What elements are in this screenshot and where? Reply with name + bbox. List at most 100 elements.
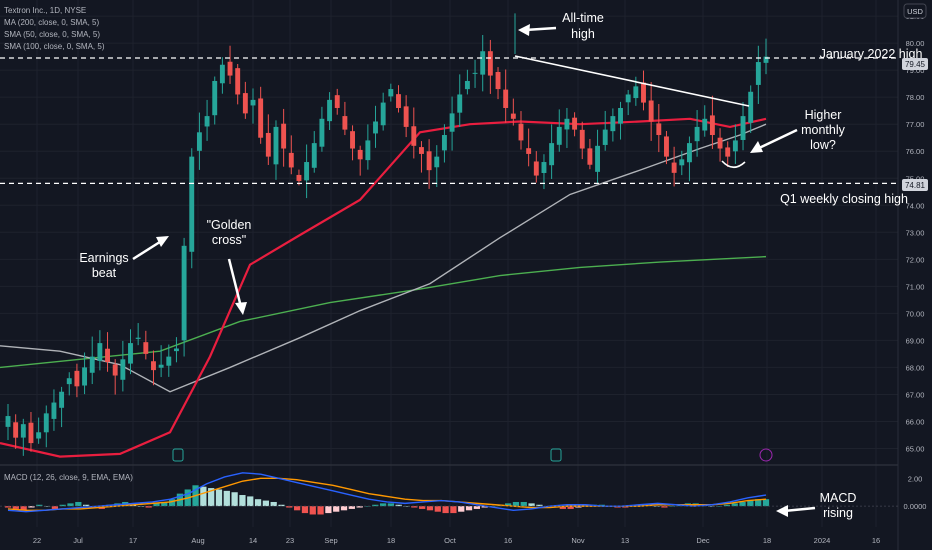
macd-histogram-bar [262, 500, 270, 507]
candle-body [128, 343, 133, 364]
candle-body [89, 356, 95, 373]
candle-body [319, 118, 325, 147]
arrow-earnings-beat [132, 236, 169, 261]
macd-histogram-bar [356, 506, 363, 508]
macd-tick-label: 2.00 [908, 474, 923, 483]
time-axis[interactable]: 22 Jul 17 Aug 14 23 Sep 18 Oct 16 Nov 13 Dec 18 2024 16 [33, 536, 880, 545]
price-tick-label: 70.00 [906, 309, 925, 318]
candle-body [166, 356, 172, 366]
moving-average-lines [0, 117, 767, 458]
candle-body [204, 116, 210, 127]
macd-histogram-bar [481, 506, 488, 508]
label-q1-weekly-closing-high: Q1 weekly closing high [780, 192, 908, 206]
macd-histogram-bar [200, 486, 207, 507]
horizontal-levels [0, 57, 898, 185]
macd-histogram-bar [231, 492, 238, 507]
candle-body [20, 424, 26, 438]
macd-histogram-bar [333, 506, 340, 512]
macd-signal-line [7, 477, 767, 512]
candle-body [656, 123, 662, 136]
macd-histogram-bar [512, 501, 520, 507]
candle-body [572, 117, 578, 130]
time-tick-label: 23 [286, 536, 294, 545]
macd-histogram-bar [465, 506, 473, 511]
time-tick-label: 16 [504, 536, 512, 545]
candle-body [189, 156, 195, 252]
candle-body [541, 162, 547, 173]
price-tag-lower: 74.81 [902, 179, 928, 191]
currency-button[interactable]: USD [903, 3, 927, 19]
label-higher-2: monthly [801, 123, 846, 137]
candle-body [419, 147, 424, 154]
candle-body [449, 113, 455, 132]
time-tick-label: 14 [249, 536, 257, 545]
price-tick-label: 79.00 [906, 66, 925, 75]
candle-body [304, 162, 310, 181]
macd-histogram-bar [442, 506, 449, 514]
candle-body [755, 62, 761, 85]
price-tick-label: 67.00 [906, 390, 925, 399]
price-tick-label: 69.00 [906, 336, 925, 345]
macd-histogram-bar [458, 506, 465, 512]
candle-body [311, 143, 317, 168]
macd-histogram-bar [348, 506, 355, 509]
price-axis[interactable]: 81.0080.0079.0078.0077.0076.0075.0074.00… [904, 12, 927, 511]
annotations [132, 24, 816, 517]
indicator-ma200: MA (200, close, 0, SMA, 5) [4, 18, 99, 27]
macd-histogram-bar [67, 503, 74, 507]
macd-histogram-bar [364, 506, 371, 507]
candle-body [495, 71, 501, 90]
macd-histogram-bar [426, 506, 434, 511]
macd-histogram-bar [168, 499, 176, 507]
candle-body [327, 99, 333, 122]
macd-histogram-bar [325, 506, 332, 514]
macd-histogram-bar [294, 506, 301, 511]
candle-body [396, 94, 401, 108]
candle-body [702, 118, 708, 131]
macd-histogram-bar [536, 504, 543, 507]
time-tick-label: 18 [763, 536, 771, 545]
candle-body [526, 148, 532, 154]
macd-histogram-bar [145, 506, 152, 508]
macd-histogram-bar [379, 503, 387, 507]
candle-body [748, 91, 754, 123]
candle-body [518, 123, 524, 141]
macd-histogram-bar [223, 490, 230, 507]
candle-body [411, 126, 417, 146]
candle-body [258, 98, 264, 138]
candle-body [82, 367, 88, 386]
macd-histogram-bar [567, 506, 574, 509]
price-tag-upper: 79.45 [902, 58, 928, 70]
time-tick-label: Sep [324, 536, 337, 545]
macd-histogram-bar [12, 506, 19, 509]
candle-body [549, 143, 555, 166]
candle-body [28, 422, 34, 444]
macd-histogram-bar [301, 506, 309, 514]
candle-body [595, 145, 601, 172]
time-tick-label: Nov [571, 536, 585, 545]
label-all-time-high-2: high [571, 27, 595, 41]
candle-body [618, 107, 623, 124]
candle-body [709, 115, 715, 136]
time-tick-label: Dec [696, 536, 710, 545]
candle-body [212, 80, 218, 116]
label-earnings-1: Earnings [79, 251, 128, 265]
candle-body [219, 64, 225, 84]
candle-body [13, 422, 19, 438]
candle-body [365, 140, 371, 161]
candle-body [74, 370, 80, 387]
candle-body [587, 148, 593, 165]
currency-button-label: USD [907, 7, 923, 16]
candle-body [556, 126, 562, 145]
candle-body [686, 143, 692, 163]
candle-body [732, 140, 738, 152]
macd-histogram-bar [4, 506, 12, 508]
price-tick-label: 73.00 [906, 228, 925, 237]
candle-body [43, 413, 49, 433]
price-tick-label: 75.00 [906, 174, 925, 183]
candle-body [373, 121, 378, 134]
label-higher-1: Higher [805, 108, 842, 122]
candle-body [135, 337, 141, 339]
candle-body [250, 99, 256, 106]
candle-body [441, 135, 447, 151]
